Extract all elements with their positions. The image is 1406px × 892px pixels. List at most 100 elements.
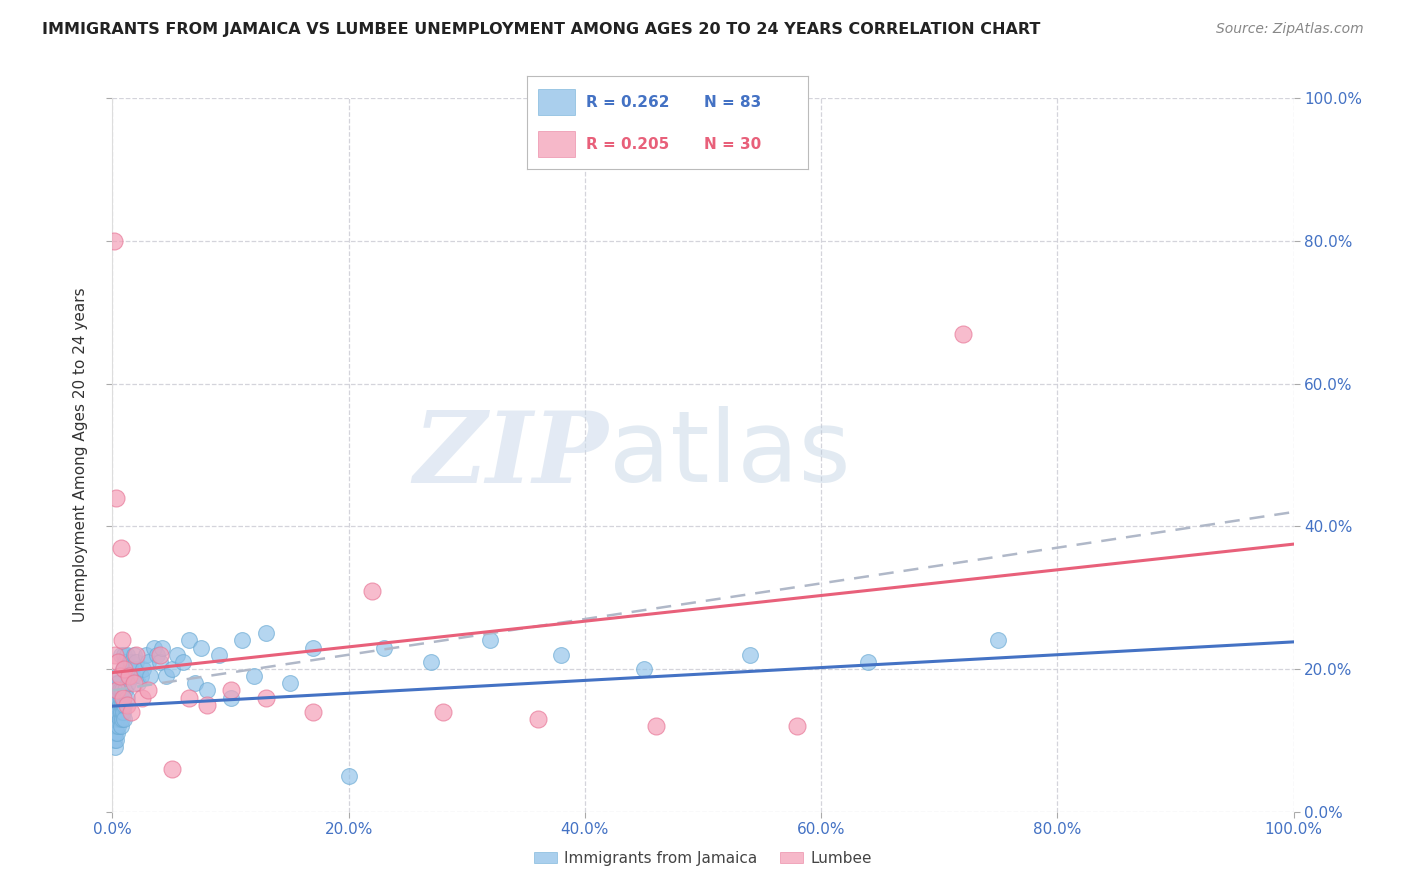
- Point: [105, 491, 128, 505]
- Point: [107, 705, 129, 719]
- Text: N = 83: N = 83: [704, 95, 762, 110]
- Text: R = 0.205: R = 0.205: [586, 136, 669, 152]
- Point: [111, 698, 134, 712]
- Point: [114, 655, 136, 669]
- Point: [278, 676, 301, 690]
- Point: [111, 633, 134, 648]
- Point: [112, 662, 135, 676]
- Point: [105, 683, 128, 698]
- Point: [155, 669, 177, 683]
- Text: Source: ZipAtlas.com: Source: ZipAtlas.com: [1216, 22, 1364, 37]
- Point: [104, 740, 127, 755]
- Text: ZIP: ZIP: [413, 407, 609, 503]
- Point: [644, 719, 666, 733]
- Point: [103, 234, 125, 248]
- Point: [132, 662, 155, 676]
- Point: [115, 690, 138, 705]
- Point: [146, 648, 169, 662]
- Point: [550, 648, 572, 662]
- Point: [786, 719, 808, 733]
- Point: [110, 648, 132, 662]
- Point: [125, 648, 148, 662]
- Point: [118, 669, 141, 683]
- Point: [112, 662, 135, 676]
- Point: [112, 698, 135, 712]
- Point: [858, 655, 880, 669]
- Point: [149, 648, 172, 662]
- Point: [112, 648, 135, 662]
- Point: [104, 726, 127, 740]
- Point: [987, 633, 1010, 648]
- Point: [160, 762, 183, 776]
- Text: IMMIGRANTS FROM JAMAICA VS LUMBEE UNEMPLOYMENT AMONG AGES 20 TO 24 YEARS CORRELA: IMMIGRANTS FROM JAMAICA VS LUMBEE UNEMPL…: [42, 22, 1040, 37]
- Point: [195, 683, 218, 698]
- Point: [105, 733, 128, 747]
- Point: [104, 648, 127, 662]
- Point: [105, 690, 128, 705]
- Point: [104, 683, 127, 698]
- Point: [219, 683, 242, 698]
- Point: [112, 690, 135, 705]
- Point: [110, 705, 132, 719]
- Point: [105, 669, 128, 683]
- Point: [135, 648, 157, 662]
- Point: [633, 662, 655, 676]
- Point: [108, 669, 131, 683]
- Point: [115, 648, 138, 662]
- Point: [432, 705, 454, 719]
- Point: [420, 655, 443, 669]
- Point: [136, 683, 159, 698]
- Point: [105, 676, 128, 690]
- Point: [103, 712, 125, 726]
- Point: [184, 676, 207, 690]
- Text: N = 30: N = 30: [704, 136, 762, 152]
- Point: [115, 698, 138, 712]
- Point: [952, 326, 974, 341]
- Point: [107, 719, 129, 733]
- Point: [337, 769, 360, 783]
- Point: [104, 698, 127, 712]
- Point: [103, 698, 125, 712]
- Point: [166, 648, 188, 662]
- Point: [526, 712, 548, 726]
- Point: [219, 690, 242, 705]
- Point: [107, 676, 129, 690]
- Point: [103, 733, 125, 747]
- Point: [172, 655, 194, 669]
- Point: [127, 676, 149, 690]
- Point: [105, 683, 128, 698]
- Point: [110, 541, 132, 555]
- Point: [231, 633, 253, 648]
- Point: [112, 712, 135, 726]
- Point: [110, 690, 132, 705]
- Point: [136, 655, 159, 669]
- Point: [149, 655, 172, 669]
- Point: [124, 662, 146, 676]
- Point: [105, 698, 128, 712]
- Point: [108, 683, 131, 698]
- Point: [179, 690, 201, 705]
- Point: [179, 633, 201, 648]
- Point: [302, 705, 325, 719]
- Point: [108, 712, 131, 726]
- Bar: [538, 89, 575, 115]
- Point: [121, 669, 143, 683]
- Point: [105, 705, 128, 719]
- Point: [118, 669, 141, 683]
- Point: [120, 705, 142, 719]
- Point: [112, 705, 135, 719]
- Point: [139, 669, 162, 683]
- Point: [104, 712, 127, 726]
- Point: [160, 662, 183, 676]
- Point: [131, 690, 153, 705]
- Point: [302, 640, 325, 655]
- Point: [142, 640, 165, 655]
- Point: [107, 655, 129, 669]
- Point: [190, 640, 212, 655]
- Point: [150, 640, 173, 655]
- Point: [125, 655, 148, 669]
- Text: R = 0.262: R = 0.262: [586, 95, 669, 110]
- Point: [740, 648, 762, 662]
- Point: [105, 726, 128, 740]
- Point: [120, 662, 142, 676]
